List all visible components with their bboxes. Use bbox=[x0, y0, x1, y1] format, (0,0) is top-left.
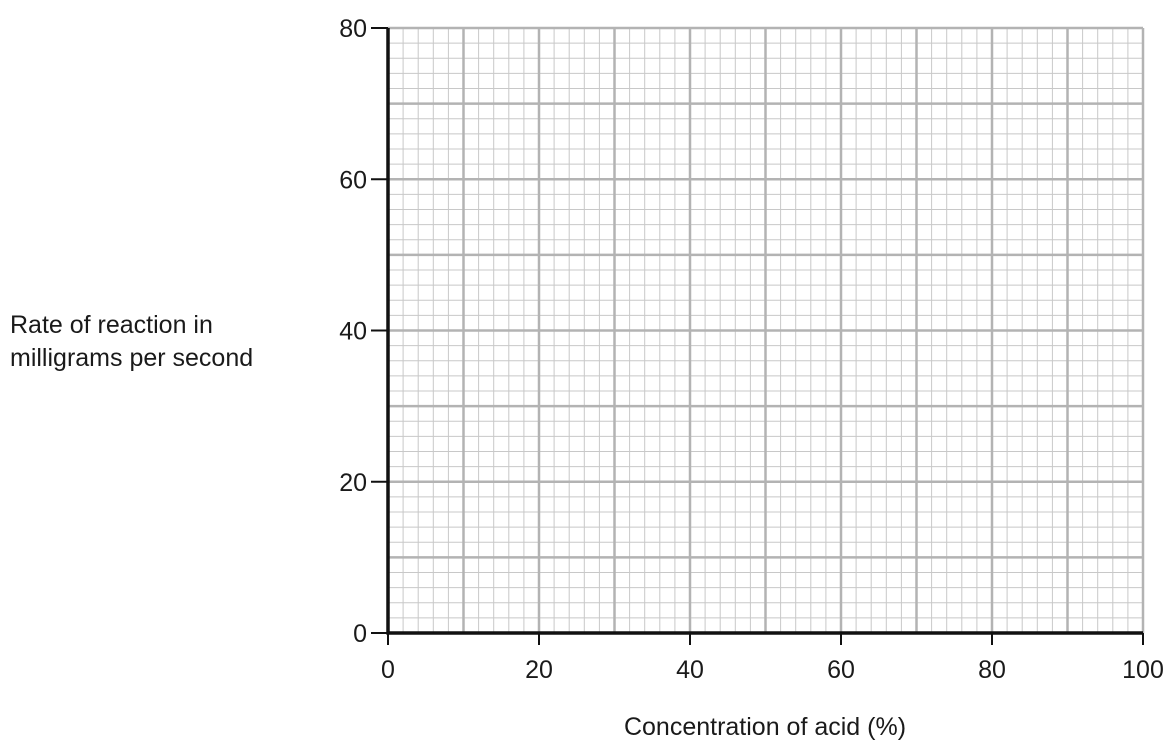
x-tick-label: 100 bbox=[1122, 656, 1164, 684]
y-tick-label: 0 bbox=[353, 620, 367, 648]
x-tick-label: 80 bbox=[978, 656, 1006, 684]
x-tick-label: 0 bbox=[381, 656, 395, 684]
tick-marks bbox=[371, 27, 1144, 645]
tick-labels: 0 20 40 60 80 0 20 40 60 80 100 bbox=[339, 15, 1164, 684]
x-axis-title: Concentration of acid (%) bbox=[624, 713, 906, 741]
x-tick-label: 40 bbox=[676, 656, 704, 684]
y-tick-label: 40 bbox=[339, 318, 367, 346]
y-tick-label: 80 bbox=[339, 15, 367, 43]
y-axis-title-line-1: Rate of reaction in bbox=[10, 311, 213, 339]
x-tick-label: 60 bbox=[827, 656, 855, 684]
y-tick-label: 60 bbox=[339, 166, 367, 194]
x-tick-label: 20 bbox=[525, 656, 553, 684]
y-axis-title-line-2: milligrams per second bbox=[10, 344, 253, 372]
y-tick-label: 20 bbox=[339, 469, 367, 497]
